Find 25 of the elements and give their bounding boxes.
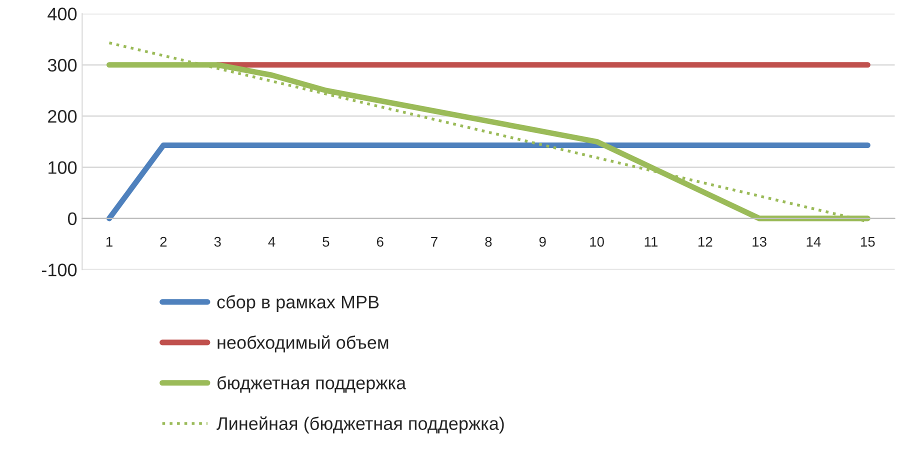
x-tick-label: 4 <box>268 237 276 247</box>
y-tick-label: -100 <box>42 264 77 276</box>
x-tick-label: 5 <box>322 237 330 247</box>
x-tick-label: 9 <box>539 236 546 247</box>
y-tick-label: 200 <box>48 110 77 123</box>
legend-label: необходимый объем <box>218 335 388 352</box>
x-tick-label: 10 <box>590 236 604 247</box>
x-tick-label: 11 <box>644 237 658 247</box>
legend-label: сбор в рамках МРВ <box>217 295 379 312</box>
legend-label: Линейная (бюджетная поддержка) <box>216 416 504 434</box>
y-tick-label: 100 <box>48 161 77 174</box>
x-tick-label: 3 <box>214 236 221 247</box>
x-tick-label: 2 <box>160 236 167 247</box>
x-tick-label: 8 <box>485 236 492 247</box>
y-tick-label: 300 <box>48 58 77 72</box>
y-tick-label: 0 <box>68 212 77 226</box>
x-tick-label: 6 <box>376 236 384 247</box>
x-tick-label: 12 <box>698 236 712 247</box>
y-tick-label: 400 <box>48 8 77 20</box>
x-tick-label: 1 <box>106 237 112 247</box>
x-tick-label: 15 <box>860 237 875 247</box>
x-tick-label: 13 <box>752 236 766 247</box>
x-tick-label: 14 <box>806 237 821 247</box>
legend-label: бюджетная поддержка <box>218 376 406 393</box>
x-tick-label: 7 <box>431 237 438 247</box>
